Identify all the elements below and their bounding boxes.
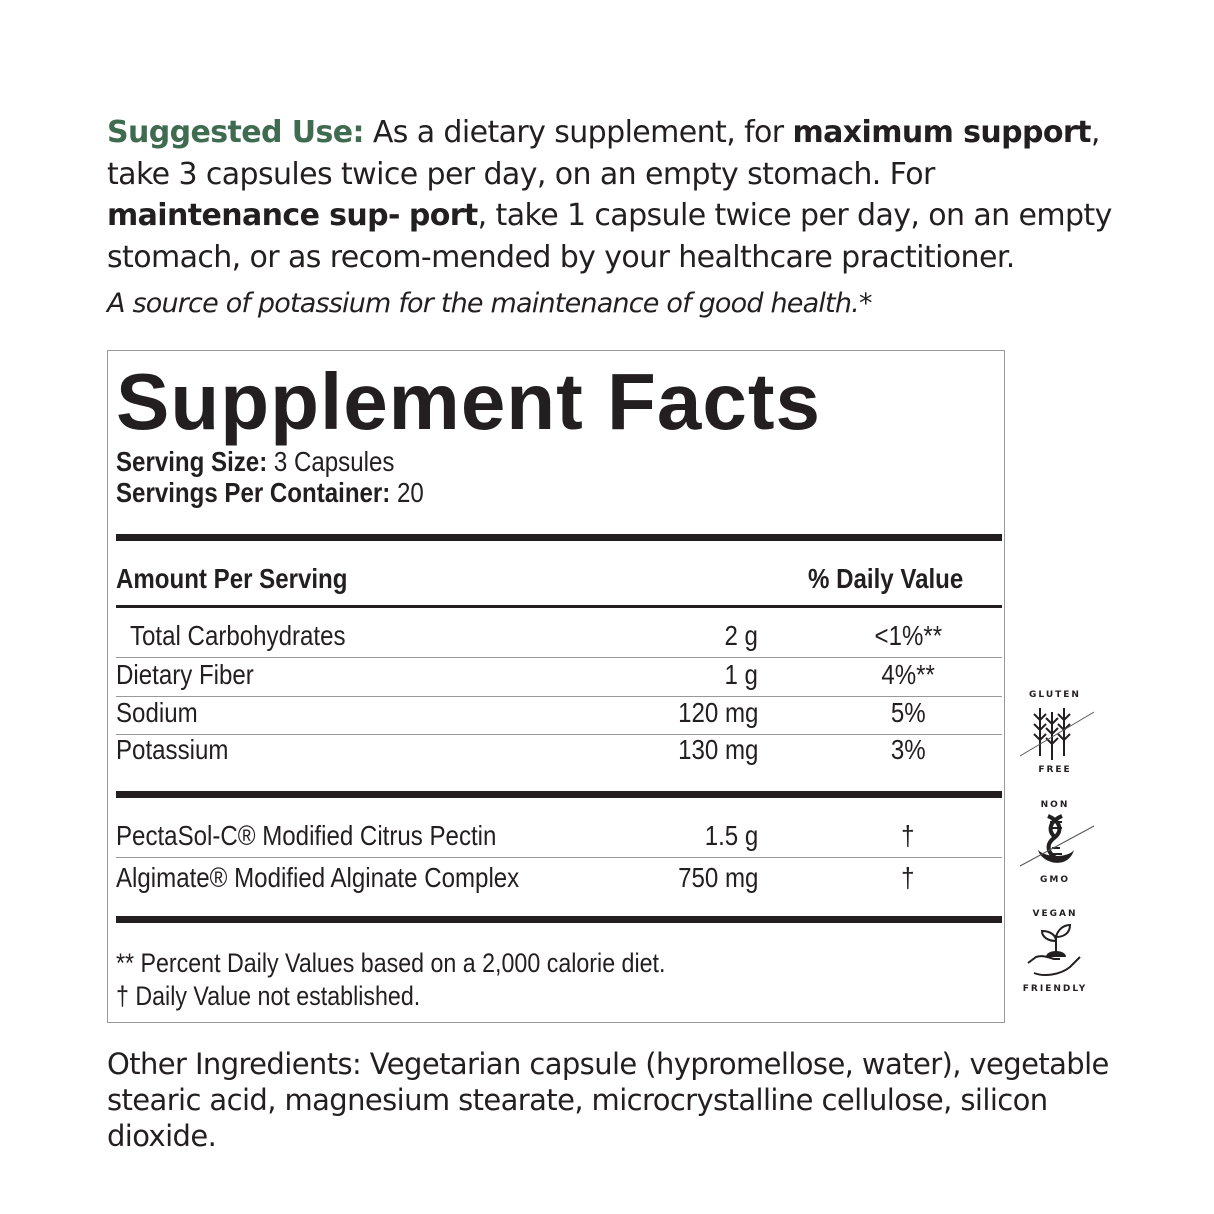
nutrient-dv: 5%	[858, 696, 958, 730]
dv-value: †	[901, 820, 915, 851]
nutrient-amount: 1 g	[724, 659, 758, 690]
nutrient-name: Sodium	[116, 697, 198, 728]
badge-text: NON	[1040, 800, 1070, 810]
dv-header: % Daily Value	[808, 563, 964, 594]
badge-text: GMO	[1040, 875, 1070, 885]
nutrient-dv: 3%	[858, 733, 958, 767]
nutrient-name: Dietary Fiber	[116, 659, 254, 690]
nutrient-dv: †	[858, 819, 958, 853]
divider-thick	[116, 916, 1002, 923]
footnote-dv: ** Percent Daily Values based on a 2,000…	[116, 948, 666, 978]
footnote-dagger: † Daily Value not established.	[116, 981, 421, 1011]
nutrient-amount: 750 mg	[677, 862, 758, 893]
nutrient-amount: 2 g	[724, 620, 758, 651]
amount-header: Amount Per Serving	[116, 563, 348, 594]
text: , take 1 capsule twice per day, on an em…	[107, 198, 1112, 275]
other-ingredients-text: Vegetarian capsule (hypromellose, water)…	[107, 1047, 1109, 1153]
nutrient-row: Algimate® Modified Alginate Complex 750 m…	[116, 861, 1002, 895]
header-row: Amount Per Serving % Daily Value	[116, 562, 1002, 596]
dv-value: †	[901, 862, 915, 893]
badge-text: GLUTEN	[1029, 690, 1081, 700]
row-divider	[116, 696, 1002, 697]
badge-text: FRIENDLY	[1022, 984, 1088, 994]
nutrient-row: Potassium 130 mg 3%	[116, 733, 1002, 767]
nutrient-amount: 120 mg	[677, 697, 758, 728]
text-bold: maintenance sup-	[107, 198, 401, 233]
divider-thick	[116, 791, 1002, 798]
other-ingredients: Other Ingredients: Vegetarian capsule (h…	[107, 1046, 1117, 1154]
supplement-facts-panel	[107, 350, 1005, 1023]
nutrient-amount: 1.5 g	[704, 820, 758, 851]
nutrient-dv: †	[858, 861, 958, 895]
row-divider	[116, 857, 1002, 858]
nutrient-name: Potassium	[116, 734, 229, 765]
dv-value: 4%**	[881, 659, 935, 690]
nutrient-row: Total Carbohydrates 2 g <1%**	[116, 619, 1002, 653]
badge-text: VEGAN	[1032, 909, 1078, 919]
text: As a dietary supplement, for	[363, 115, 793, 150]
wheat-crossed-icon	[1019, 708, 1095, 760]
row-divider	[116, 734, 1002, 735]
dv-value: 5%	[890, 697, 926, 728]
nutrient-name: Algimate® Modified Alginate Complex	[116, 862, 520, 893]
nutrient-dv: <1%**	[858, 619, 958, 653]
plant-in-hand-icon	[1027, 923, 1081, 976]
nutrient-row: PectaSol-C® Modified Citrus Pectin 1.5 g †	[116, 819, 1002, 853]
nutrient-dv: 4%**	[858, 658, 958, 692]
dv-value: <1%**	[874, 620, 942, 651]
serving-size: 3 Capsules	[267, 446, 395, 477]
gluten-free-badge: GLUTEN FREE	[1014, 690, 1096, 775]
text-bold: maximum support	[792, 115, 1091, 150]
badge-text: FREE	[1038, 765, 1072, 775]
text-bold: port	[408, 198, 478, 233]
non-gmo-badge: NON GMO	[1014, 800, 1096, 885]
suggested-use-label: Suggested Use:	[107, 115, 364, 150]
servings-label: Servings Per Container:	[116, 477, 391, 508]
servings: 20	[390, 477, 424, 508]
facts-title: Supplement Facts	[116, 357, 822, 446]
serving-size-label: Serving Size:	[116, 446, 268, 477]
nutrient-row: Dietary Fiber 1 g 4%**	[116, 658, 1002, 692]
footnotes: ** Percent Daily Values based on a 2,000…	[116, 947, 755, 1013]
nutrient-amount: 130 mg	[677, 734, 758, 765]
vegan-friendly-badge: VEGAN FRIENDLY	[1014, 909, 1096, 994]
other-ingredients-label: Other Ingredients:	[107, 1047, 362, 1081]
nutrient-name: Total Carbohydrates	[130, 620, 346, 651]
dv-value: 3%	[890, 734, 926, 765]
text: , take 3 capsules twice per day, on an e…	[107, 115, 1100, 192]
divider-thick	[116, 534, 1002, 541]
row-divider	[116, 657, 1002, 658]
health-note: A source of potassium for the maintenanc…	[107, 288, 872, 319]
serving-info: Serving Size: 3 Capsules Servings Per Co…	[116, 446, 474, 508]
suggested-use: Suggested Use: As a dietary supplement, …	[107, 112, 1117, 278]
dna-crossed-icon	[1019, 814, 1095, 867]
divider	[116, 605, 1002, 608]
nutrient-row: Sodium 120 mg 5%	[116, 696, 1002, 730]
nutrient-name: PectaSol-C® Modified Citrus Pectin	[116, 820, 497, 851]
